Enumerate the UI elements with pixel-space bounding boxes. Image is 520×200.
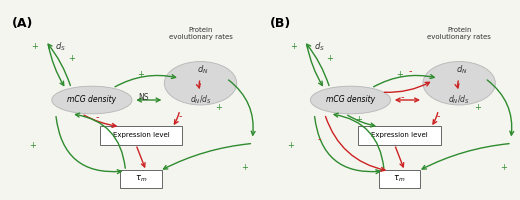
Text: -: - xyxy=(437,111,440,121)
Text: +: + xyxy=(288,141,294,150)
Text: +: + xyxy=(32,42,38,51)
FancyBboxPatch shape xyxy=(358,126,441,145)
Text: (B): (B) xyxy=(270,17,292,30)
Text: $d_N$: $d_N$ xyxy=(197,63,209,76)
Text: Expression level: Expression level xyxy=(371,132,428,138)
Text: +: + xyxy=(474,103,480,112)
Text: $d_S$: $d_S$ xyxy=(314,40,325,53)
Text: $\tau_m$: $\tau_m$ xyxy=(394,174,406,184)
Text: -: - xyxy=(95,112,99,122)
Text: Expression level: Expression level xyxy=(113,132,170,138)
Text: $\tau_m$: $\tau_m$ xyxy=(135,174,147,184)
Text: +: + xyxy=(215,103,222,112)
Text: $d_S$: $d_S$ xyxy=(56,40,67,53)
Text: +: + xyxy=(138,70,145,79)
Text: NS: NS xyxy=(138,93,149,102)
FancyBboxPatch shape xyxy=(120,170,162,188)
Text: +: + xyxy=(241,163,248,172)
Text: +: + xyxy=(396,70,403,79)
Text: mCG density: mCG density xyxy=(68,96,116,104)
Text: $d_N/d_S$: $d_N/d_S$ xyxy=(190,94,212,106)
Text: Protein
evolutionary rates: Protein evolutionary rates xyxy=(168,27,232,40)
Text: $d_N$: $d_N$ xyxy=(456,63,467,76)
Text: +: + xyxy=(290,42,297,51)
Text: +: + xyxy=(29,141,36,150)
Text: +: + xyxy=(500,163,506,172)
FancyBboxPatch shape xyxy=(100,126,183,145)
Ellipse shape xyxy=(164,62,237,105)
Text: -: - xyxy=(400,92,404,102)
Text: mCG density: mCG density xyxy=(326,96,375,104)
Text: -: - xyxy=(408,66,412,76)
FancyBboxPatch shape xyxy=(379,170,420,188)
Text: -: - xyxy=(318,134,321,144)
Text: (A): (A) xyxy=(12,17,33,30)
Text: $d_N/d_S$: $d_N/d_S$ xyxy=(448,94,470,106)
Text: -: - xyxy=(178,111,181,121)
Text: +: + xyxy=(68,54,75,63)
Ellipse shape xyxy=(423,62,496,105)
Text: +: + xyxy=(327,54,333,63)
Ellipse shape xyxy=(310,86,391,114)
Ellipse shape xyxy=(52,86,132,114)
Text: Protein
evolutionary rates: Protein evolutionary rates xyxy=(427,27,491,40)
Text: +: + xyxy=(355,115,362,124)
